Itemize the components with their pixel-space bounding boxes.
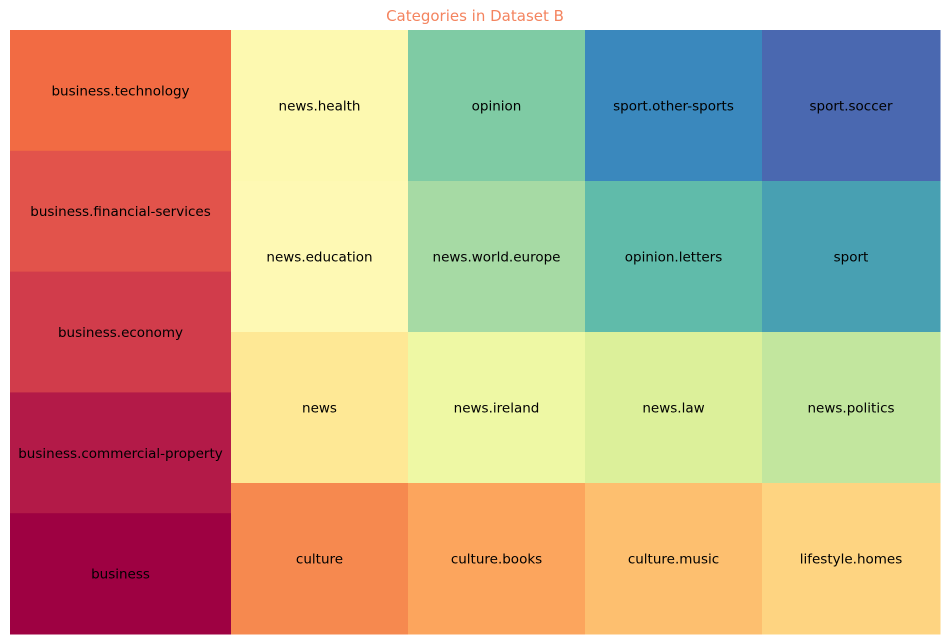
treemap-label-business-financial-services: business.financial-services xyxy=(30,204,210,220)
treemap-label-lifestyle-homes: lifestyle.homes xyxy=(800,552,903,568)
treemap-label-culture: culture xyxy=(296,552,343,568)
treemap-label-opinion-letters: opinion.letters xyxy=(625,250,723,266)
treemap-label-culture-books: culture.books xyxy=(451,552,542,568)
treemap-cell-business-technology xyxy=(10,30,232,152)
treemap-label-news-world-europe: news.world.europe xyxy=(433,250,561,266)
treemap-label-news-ireland: news.ireland xyxy=(454,401,540,417)
treemap-label-business-economy: business.economy xyxy=(58,325,183,341)
treemap-label-culture-music: culture.music xyxy=(628,552,719,568)
treemap-cell-lifestyle-homes xyxy=(762,483,941,635)
treemap-cell-culture-music xyxy=(585,483,763,635)
treemap-cell-news-ireland xyxy=(408,332,586,484)
treemap-cell-culture xyxy=(231,483,409,635)
treemap-cell-opinion xyxy=(408,30,586,182)
treemap-cell-business-economy xyxy=(10,271,232,393)
treemap-cell-news-education xyxy=(231,181,409,333)
chart-title: Categories in Dataset B xyxy=(386,7,564,25)
treemap-label-news-education: news.education xyxy=(266,250,372,266)
treemap-cell-business-financial-services xyxy=(10,150,232,273)
treemap-label-business-technology: business.technology xyxy=(51,83,189,99)
treemap-cell-news xyxy=(231,332,409,484)
treemap-label-business: business xyxy=(91,567,150,583)
treemap-label-sport-other-sports: sport.other-sports xyxy=(613,99,734,115)
treemap-cell-news-world-europe xyxy=(408,181,586,333)
treemap-cell-news-politics xyxy=(762,332,941,484)
treemap-cell-business-commercial-property xyxy=(10,392,232,514)
treemap-cell-opinion-letters xyxy=(585,181,763,333)
treemap-cell-news-law xyxy=(585,332,763,484)
treemap-cell-sport-other-sports xyxy=(585,30,763,182)
treemap-cell-sport-soccer xyxy=(762,30,941,182)
treemap-label-news-politics: news.politics xyxy=(807,401,894,417)
treemap-cell-sport xyxy=(762,181,941,333)
treemap-labels: business.technology business.financial-se… xyxy=(18,83,902,582)
treemap-label-sport-soccer: sport.soccer xyxy=(810,99,893,115)
treemap-cells xyxy=(10,30,941,635)
treemap-cell-news-health xyxy=(231,30,409,182)
treemap-label-business-commercial-property: business.commercial-property xyxy=(18,446,223,462)
treemap-cell-business xyxy=(10,513,232,635)
treemap-label-opinion: opinion xyxy=(472,99,522,115)
treemap-cell-culture-books xyxy=(408,483,586,635)
treemap-label-news-health: news.health xyxy=(279,99,361,115)
treemap-label-news: news xyxy=(302,401,337,417)
treemap-label-sport: sport xyxy=(834,250,869,266)
treemap-label-news-law: news.law xyxy=(642,401,704,417)
